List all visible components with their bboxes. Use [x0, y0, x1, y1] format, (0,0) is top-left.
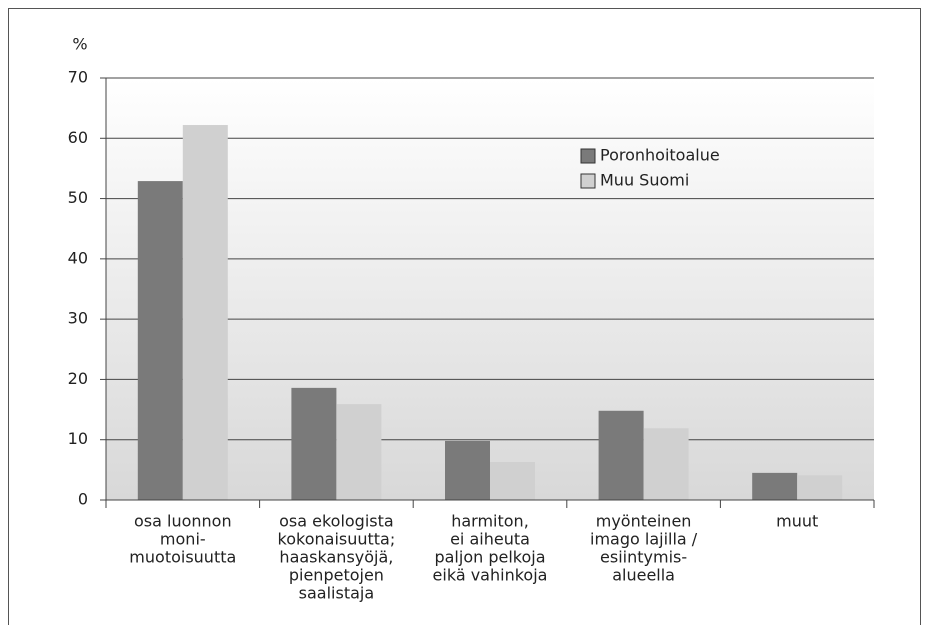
bar [643, 428, 689, 500]
x-tick-label: osa luonnon [134, 512, 232, 531]
legend-label: Poronhoitoalue [600, 146, 720, 165]
bar [182, 125, 228, 500]
bar [137, 181, 183, 501]
x-tick-label: muut [776, 512, 818, 531]
y-tick-label: 40 [68, 248, 88, 267]
legend-swatch [580, 148, 596, 164]
bar [445, 440, 490, 500]
y-tick-label: 70 [68, 68, 88, 87]
x-tick-label: esiintymis- [600, 548, 687, 567]
bar [598, 410, 644, 500]
legend-swatch [580, 173, 596, 189]
y-axis-label: % [72, 35, 87, 54]
x-tick-label: kokonaisuutta; [278, 530, 396, 549]
x-tick-label: myönteinen [596, 512, 692, 531]
bar [291, 387, 337, 500]
x-tick-label: paljon pelkoja [434, 548, 545, 567]
x-tick-label: ei aiheuta [450, 530, 530, 549]
x-tick-label: moni- [160, 530, 206, 549]
y-tick-label: 50 [68, 188, 88, 207]
x-tick-label: osa ekologista [279, 512, 394, 531]
x-tick-label: imago lajilla / [590, 530, 698, 549]
x-tick-label: harmiton, [451, 512, 529, 531]
y-tick-label: 60 [68, 128, 88, 147]
y-tick-label: 0 [78, 490, 88, 509]
plot-area [106, 78, 874, 500]
frame [8, 8, 921, 625]
x-tick-label: muotoisuutta [129, 548, 236, 567]
x-tick-label: pienpetojen [289, 566, 384, 585]
y-tick-label: 10 [68, 429, 88, 448]
bar [797, 475, 843, 500]
x-tick-label: saalistaja [299, 584, 375, 603]
legend-label: Muu Suomi [600, 171, 689, 190]
x-tick-label: haaskansyöjä, [279, 548, 393, 567]
y-tick-label: 20 [68, 369, 88, 388]
bar [752, 472, 798, 500]
bar [336, 404, 382, 500]
y-tick-label: 30 [68, 309, 88, 328]
x-tick-label: alueella [612, 566, 675, 585]
x-tick-label: eikä vahinkoja [433, 566, 548, 585]
bar [490, 462, 535, 500]
